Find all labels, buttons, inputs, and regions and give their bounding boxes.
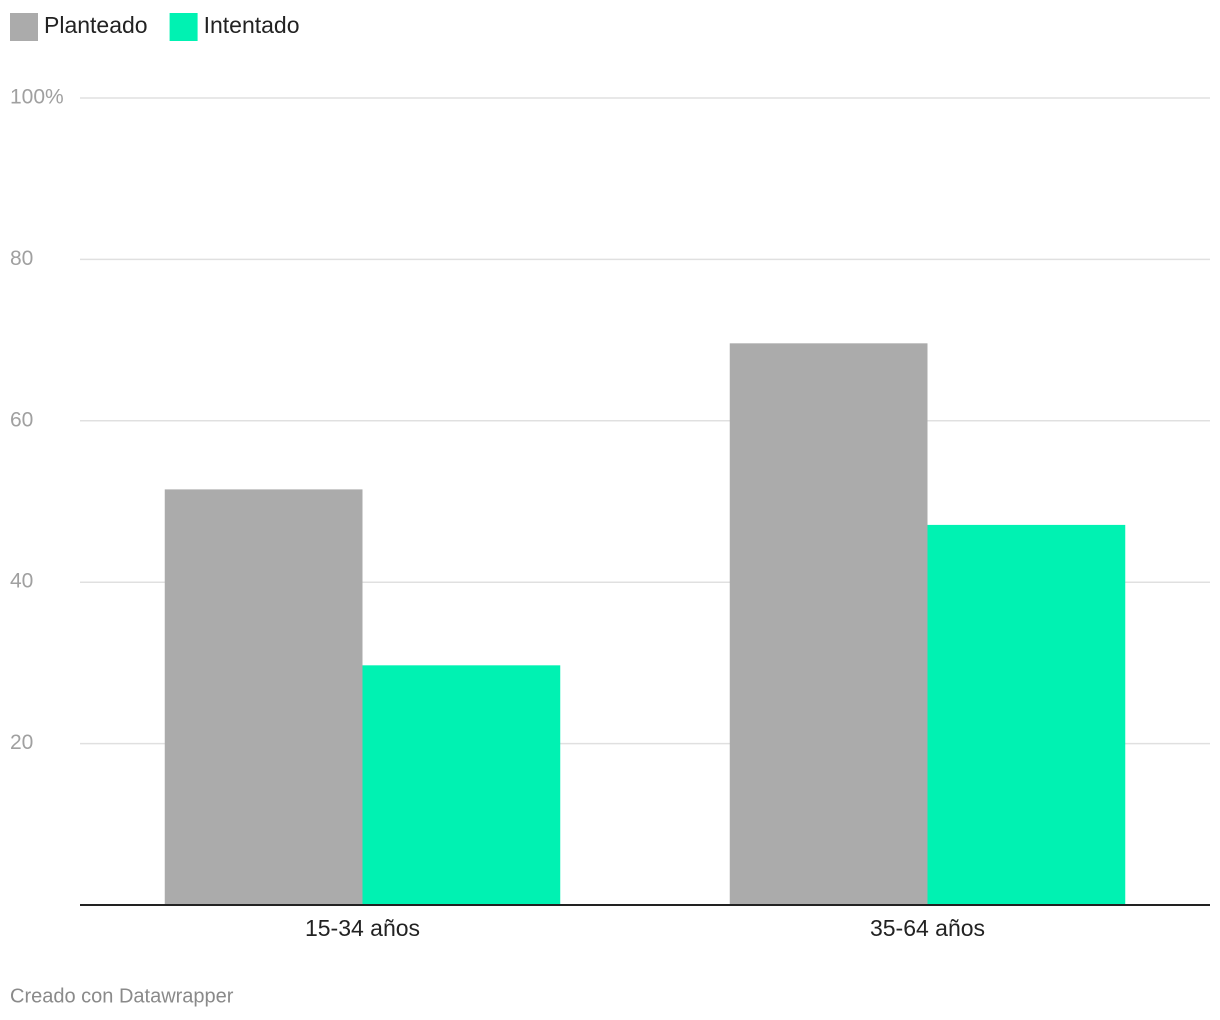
y-tick-label: 80: [10, 247, 33, 270]
x-tick-label: 15-34 años: [305, 915, 420, 941]
bar: [362, 665, 561, 905]
legend-swatch: [169, 13, 198, 41]
y-tick-label: 40: [10, 570, 33, 593]
credit: Creado con Datawrapper: [10, 985, 234, 1007]
legend-label: Intentado: [204, 12, 300, 38]
bar: [927, 524, 1126, 905]
y-tick-label: 60: [10, 408, 33, 431]
bar: [164, 489, 363, 905]
legend-swatch: [10, 13, 38, 41]
x-tick-label: 35-64 años: [870, 915, 985, 941]
bar: [729, 343, 928, 905]
y-tick-label: 20: [10, 731, 33, 754]
y-tick-label: 100%: [10, 86, 64, 109]
legend-label: Planteado: [44, 12, 148, 38]
